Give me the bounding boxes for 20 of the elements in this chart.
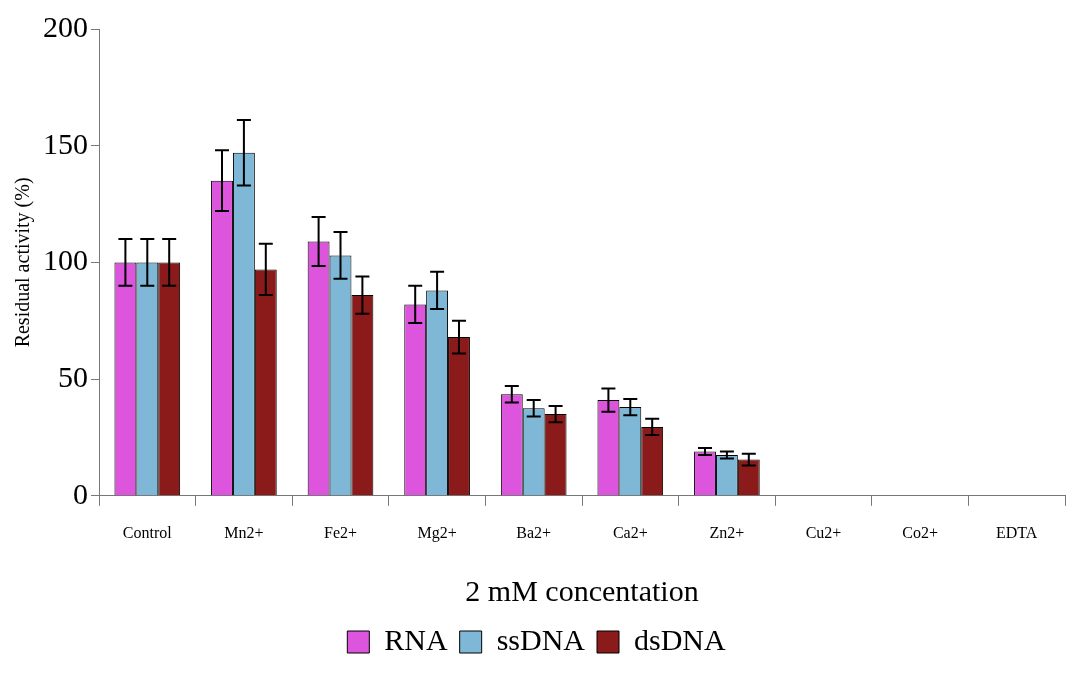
- x-tick-label: Ca2+: [612, 523, 648, 541]
- y-tick-label: 0: [73, 476, 88, 510]
- x-tick-label: Fe2+: [323, 523, 358, 541]
- x-axis-title: 2 mM concentation: [465, 573, 699, 607]
- legend-label: RNA: [384, 622, 448, 656]
- legend-label: ssDNA: [496, 622, 586, 656]
- x-tick-label: Mn2+: [224, 523, 264, 541]
- x-tick-label: Co2+: [902, 523, 938, 541]
- y-tick-label: 150: [43, 126, 88, 160]
- y-tick-label: 100: [43, 243, 88, 277]
- x-tick-label: Cu2+: [805, 523, 842, 541]
- y-tick-label: 50: [58, 359, 88, 393]
- y-tick-label: 200: [43, 9, 88, 43]
- x-tick-label: Zn2+: [709, 523, 745, 541]
- x-tick-label: Control: [122, 523, 173, 541]
- x-tick-label: Ba2+: [516, 523, 552, 541]
- x-tick-label: Mg2+: [417, 523, 457, 542]
- x-tick-label: EDTA: [996, 523, 1038, 541]
- legend-label: dsDNA: [634, 622, 727, 656]
- y-axis-title: Residual activity (%): [11, 177, 35, 348]
